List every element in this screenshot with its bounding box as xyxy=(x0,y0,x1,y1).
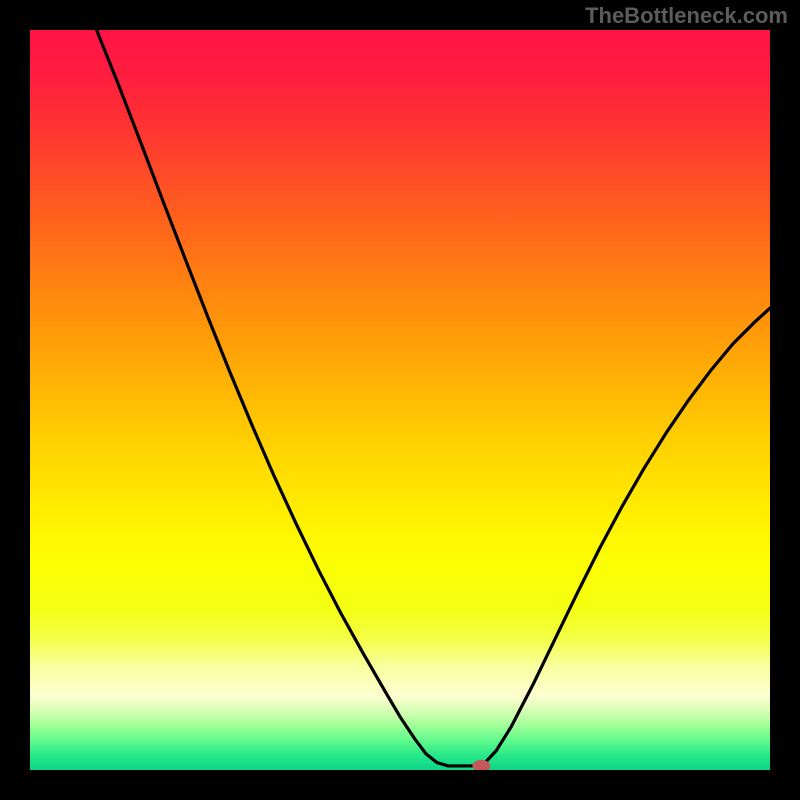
bottleneck-chart xyxy=(0,0,800,800)
chart-container: TheBottleneck.com xyxy=(0,0,800,800)
watermark-text: TheBottleneck.com xyxy=(585,3,788,29)
